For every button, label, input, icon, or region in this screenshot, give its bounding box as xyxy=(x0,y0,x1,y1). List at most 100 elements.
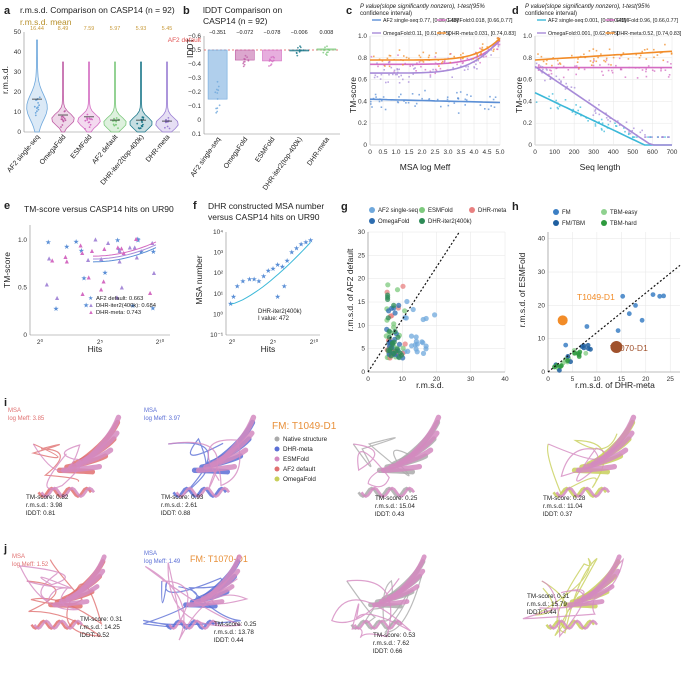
c-point xyxy=(462,61,464,64)
i-structure-2-helix xyxy=(357,486,413,498)
d-point xyxy=(609,120,612,123)
panel-g: g r.m.s.d. r.m.s.d. of AF2 default AF2 s… xyxy=(341,201,509,390)
violin-point xyxy=(142,116,145,119)
f-point: ★ xyxy=(303,238,309,246)
b-ytick: −0.2 xyxy=(188,89,201,96)
g-point xyxy=(386,334,392,340)
d-point xyxy=(570,86,573,88)
g-ytick: 15 xyxy=(358,299,366,306)
violin-5 xyxy=(155,61,179,133)
bar-point xyxy=(270,56,273,59)
c-point xyxy=(411,93,414,95)
panel-g-ylabel: r.m.s.d. of AF2 default xyxy=(345,248,355,331)
e-point: ★ xyxy=(81,274,87,282)
c-point xyxy=(434,56,437,58)
d-point xyxy=(624,130,626,133)
d-point xyxy=(605,59,608,61)
d-point xyxy=(627,133,630,136)
c-xtick: 3.5 xyxy=(456,149,465,156)
i-scores-score-line: lDDT: 0.37 xyxy=(543,511,573,518)
c-point xyxy=(381,60,384,62)
c-point xyxy=(422,61,425,63)
e-ytick: 1.0 xyxy=(18,237,27,244)
g-point xyxy=(388,353,394,359)
f-xtick: 2⁰ xyxy=(229,338,236,346)
j-structure-1-strand xyxy=(193,584,235,605)
h-legend-marker xyxy=(601,220,607,226)
f-point: ★ xyxy=(228,300,234,308)
e-point: ▲ xyxy=(46,256,53,263)
i-scores-score-line: TM-score: 0.82 xyxy=(26,494,69,501)
bar-2 xyxy=(262,49,282,62)
c-point xyxy=(460,59,462,61)
e-point: ▲ xyxy=(120,250,127,257)
d-point xyxy=(566,85,569,88)
d-point xyxy=(564,88,567,90)
e-point: ▲ xyxy=(89,248,96,255)
bar-point xyxy=(216,80,219,83)
h-xtick: 0 xyxy=(546,376,550,383)
i-structure-2-strand xyxy=(402,414,442,464)
d-point xyxy=(615,125,617,127)
bar-point xyxy=(326,45,328,48)
e-point: ▲ xyxy=(114,294,121,301)
violin-category: AF2 default xyxy=(91,134,119,166)
violin-point xyxy=(34,112,37,114)
d-point xyxy=(549,78,552,80)
d-point xyxy=(653,70,656,72)
c-point xyxy=(477,59,479,62)
b-ytick: 0 xyxy=(197,117,201,124)
c-point xyxy=(466,93,468,96)
panel-h-xlabel: r.m.s.d. of DHR-meta xyxy=(575,380,655,390)
c-point xyxy=(427,56,430,59)
violin-point xyxy=(168,127,171,130)
d-point xyxy=(605,57,608,60)
violin-point xyxy=(33,105,36,108)
d-point xyxy=(564,99,567,101)
e-point: ★ xyxy=(78,247,84,255)
i-structure-2-loop xyxy=(352,437,419,477)
panel-i-fm-title: FM: T1049-D1 xyxy=(272,421,337,432)
c-point xyxy=(424,89,426,92)
d-point xyxy=(651,69,654,71)
e-point: ★ xyxy=(83,302,89,310)
g-legend-marker xyxy=(469,207,475,213)
bar-point xyxy=(218,104,221,107)
c-point xyxy=(418,54,421,57)
violin-mean-label: 5.97 xyxy=(110,26,121,32)
g-point xyxy=(423,315,429,322)
violin-point xyxy=(86,119,89,121)
c-point xyxy=(438,65,440,67)
panel-d-note-line2: confidence interval) xyxy=(525,11,577,17)
d-xtick: 400 xyxy=(608,149,619,156)
a-ytick: 0 xyxy=(17,129,21,136)
c-point xyxy=(373,55,375,58)
g-legend-marker xyxy=(369,207,375,213)
g-legend-text: DHR-iter2(400k) xyxy=(428,219,472,225)
j-structure-1-loop xyxy=(144,562,249,641)
violin-point xyxy=(34,114,37,117)
violin-point xyxy=(61,124,64,126)
d-point xyxy=(550,72,553,75)
d-point xyxy=(594,123,597,125)
e-point: ▲ xyxy=(131,244,138,251)
panel-b-label: b xyxy=(183,5,190,17)
d-point xyxy=(575,65,578,67)
f-ytick: 10¹ xyxy=(214,291,224,298)
violin-1 xyxy=(51,61,75,133)
bar-point xyxy=(242,65,245,68)
f-point: ★ xyxy=(293,245,299,253)
f-point: ★ xyxy=(234,283,240,291)
g-point xyxy=(391,339,397,345)
i-scores-score-line: r.m.s.d.: 11.04 xyxy=(543,503,583,510)
i-scores-score-line: r.m.s.d.: 2.61 xyxy=(161,502,198,509)
c-point xyxy=(396,68,398,70)
i-legend-marker xyxy=(274,436,280,442)
e-point: ▲ xyxy=(116,248,123,255)
d-point xyxy=(600,127,603,130)
e-trend-0 xyxy=(92,247,157,263)
d-point xyxy=(565,82,567,85)
e-point: ▲ xyxy=(116,258,123,265)
j-structure-3-helix xyxy=(545,619,595,630)
